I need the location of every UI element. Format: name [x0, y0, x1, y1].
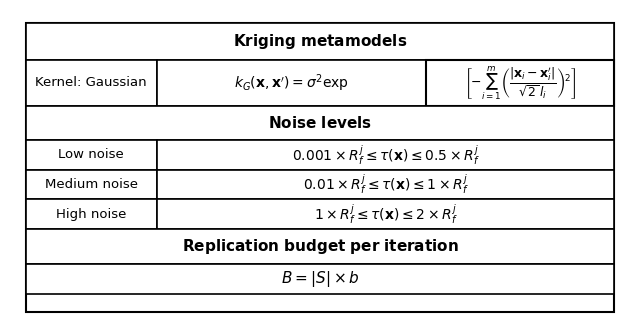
Bar: [26, 106, 614, 140]
Bar: [26, 170, 157, 199]
Text: Medium noise: Medium noise: [45, 178, 138, 191]
Text: $0.001 \times R_f^j \leq \tau(\mathbf{x}) \leq 0.5 \times R_f^j$: $0.001 \times R_f^j \leq \tau(\mathbf{x}…: [292, 143, 479, 167]
Text: $B = |S| \times b$: $B = |S| \times b$: [280, 269, 360, 289]
Text: $\bf{Replication\ budget\ per\ iteration}$: $\bf{Replication\ budget\ per\ iteration…: [182, 237, 458, 256]
Bar: [157, 199, 614, 229]
Bar: [26, 140, 157, 170]
Text: $k_G(\mathbf{x}, \mathbf{x}^{\prime}) = \sigma^2 \exp$: $k_G(\mathbf{x}, \mathbf{x}^{\prime}) = …: [234, 72, 349, 94]
Text: $\bf{Noise\ levels}$: $\bf{Noise\ levels}$: [268, 115, 372, 131]
Bar: [26, 60, 157, 106]
Bar: [26, 264, 614, 294]
Text: $0.01 \times R_f^j \leq \tau(\mathbf{x}) \leq 1 \times R_f^j$: $0.01 \times R_f^j \leq \tau(\mathbf{x})…: [303, 173, 468, 196]
Text: Low noise: Low noise: [58, 148, 124, 161]
Text: $\bf{Kriging\ metamodels}$: $\bf{Kriging\ metamodels}$: [233, 32, 407, 51]
Bar: [157, 140, 614, 170]
Text: $1 \times R_f^j \leq \tau(\mathbf{x}) \leq 2 \times R_f^j$: $1 \times R_f^j \leq \tau(\mathbf{x}) \l…: [314, 202, 458, 226]
Text: $\cdots$ per iteration: $\cdots$ per iteration: [280, 0, 360, 10]
Text: $\left[-\sum_{i=1}^{m}\left(\dfrac{|\mathbf{x}_i - \mathbf{x}_i^{\prime}|}{\sqrt: $\left[-\sum_{i=1}^{m}\left(\dfrac{|\mat…: [464, 64, 576, 102]
Bar: [426, 60, 614, 106]
Bar: [157, 170, 614, 199]
Text: High noise: High noise: [56, 208, 126, 221]
Text: Kernel: Gaussian: Kernel: Gaussian: [35, 76, 147, 90]
Bar: [26, 23, 614, 60]
Bar: [157, 60, 426, 106]
Bar: [26, 229, 614, 264]
Bar: [26, 199, 157, 229]
